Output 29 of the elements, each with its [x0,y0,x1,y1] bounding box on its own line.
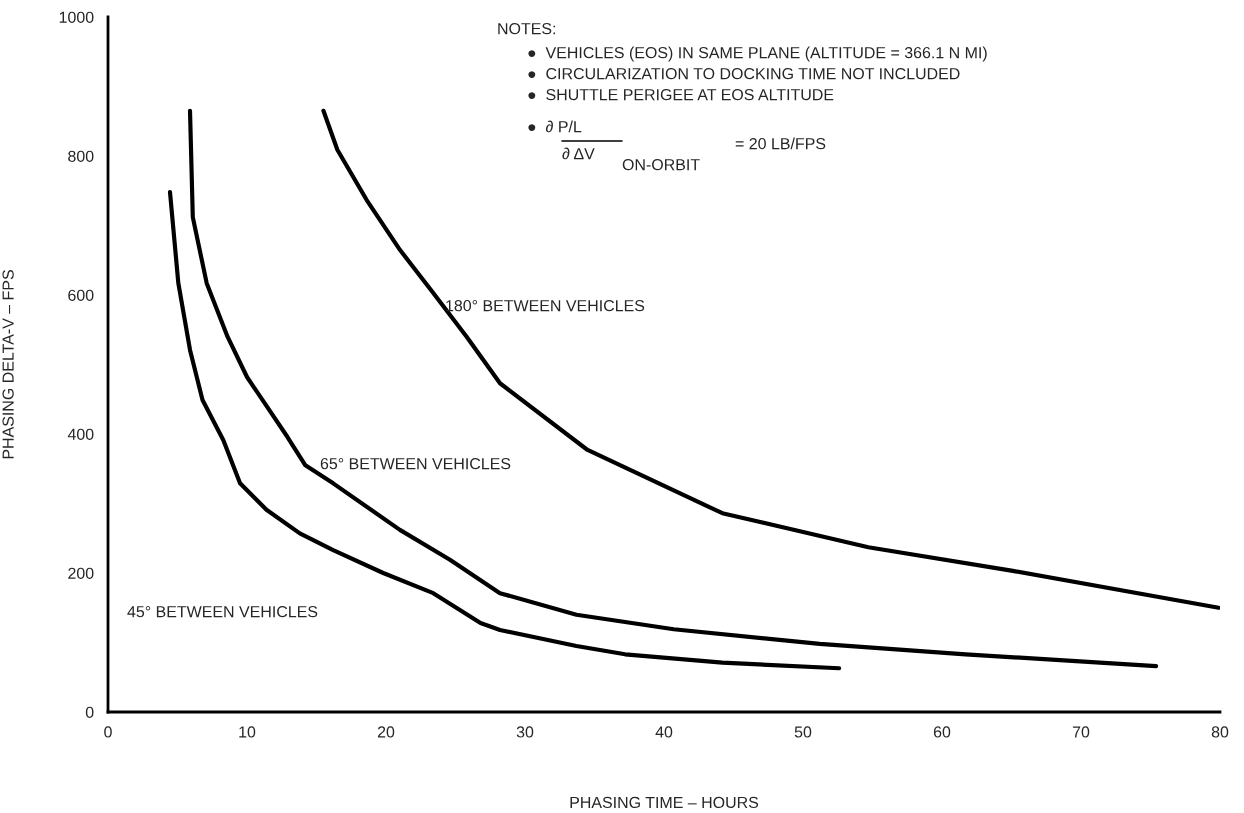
x-tick-label: 80 [1211,726,1229,738]
x-tick-label: 30 [516,726,534,738]
annotation: 180° BETWEEN VEHICLES [446,299,645,312]
y-tick-label: 400 [67,428,94,440]
annotation: ● ∂ P/L [528,120,582,133]
annotation: ● VEHICLES (EOS) IN SAME PLANE (ALTITUDE = 366.1 N MI) [528,46,987,62]
annotation: ● CIRCULARIZATION TO DOCKING TIME NOT INCLUDED [528,67,960,80]
y-tick-label: 600 [68,289,94,301]
annotation: ∂ ΔV [562,147,595,160]
y-axis-title: PHASING DELTA-V – FPS [2,270,14,459]
annotation: 65° BETWEEN VEHICLES [320,457,511,470]
line-series [321,108,1220,610]
y-tick-label: 1000 [59,11,94,23]
y-tick-label: 200 [68,567,94,579]
annotation: = 20 LB/FPS [735,137,826,150]
x-tick-label: 70 [1072,726,1090,738]
annotation: 45° BETWEEN VEHICLES [127,605,318,618]
x-tick-label: 0 [104,726,112,738]
x-tick-label: 50 [794,726,812,738]
y-tick-label: 0 [85,706,94,718]
annotation: NOTES: [498,22,555,35]
x-tick-label: 60 [933,726,951,738]
x-tick-label: 20 [377,726,395,738]
annotation: ● SHUTTLE PERIGEE AT EOS ALTITUDE [528,88,834,101]
annotation: ON-ORBIT [622,158,700,171]
x-axis-title: PHASING TIME – HOURS [570,796,759,809]
x-tick-label: 10 [239,726,256,738]
y-tick-label: 800 [68,150,94,162]
x-tick-label: 40 [655,726,673,738]
